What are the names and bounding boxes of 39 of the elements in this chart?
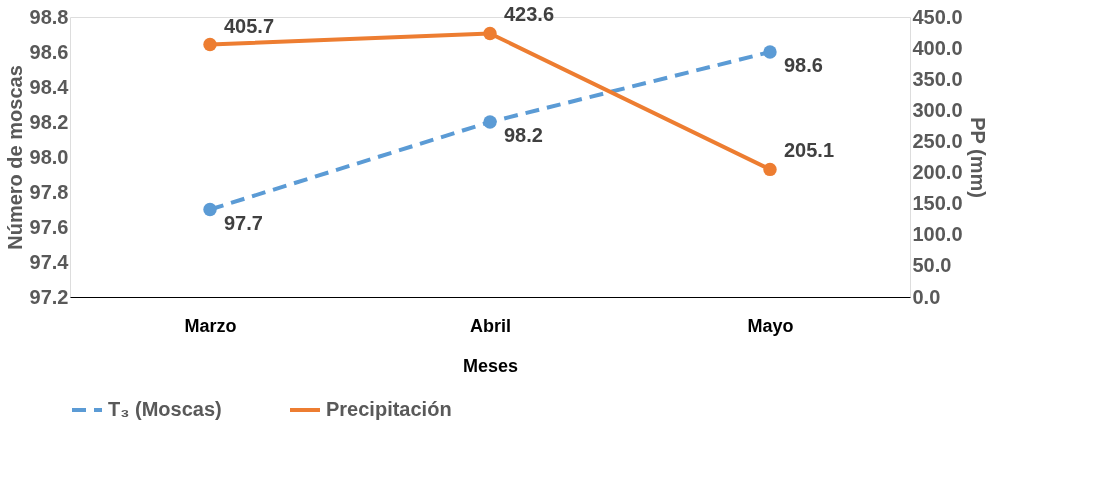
data-label: 205.1	[784, 139, 835, 162]
y-tick-label: 98.6	[29, 40, 69, 63]
point	[483, 115, 497, 129]
data-label: 405.7	[224, 14, 275, 37]
y2-axis-title: PP (mm)	[966, 117, 989, 198]
y2-tick-label: 100.0	[912, 223, 963, 246]
x-tick-label: Mayo	[747, 315, 794, 336]
y-tick-label: 97.4	[29, 250, 70, 273]
y-tick-label: 98.0	[29, 145, 69, 168]
y2-tick-label: 450.0	[912, 5, 963, 28]
point	[483, 26, 497, 41]
y-tick-label: 98.2	[29, 110, 69, 133]
point	[203, 37, 217, 52]
data-label: 97.7	[224, 211, 263, 234]
data-label: 98.2	[504, 124, 543, 146]
y-tick-label: 97.6	[29, 215, 69, 238]
x-tick-label: Abril	[469, 315, 512, 336]
y-tick-label: 98.4	[29, 75, 70, 98]
y2-tick-label: 150.0	[912, 192, 963, 215]
y2-tick-label: 300.0	[912, 98, 963, 121]
y-tick-label: 97.2	[29, 285, 69, 308]
y-tick-label: 98.8	[29, 5, 69, 28]
point	[763, 162, 777, 177]
y-axis-title: Número de moscas	[3, 65, 26, 250]
y2-tick-label: 250.0	[912, 129, 963, 152]
point	[763, 45, 777, 59]
legend-label: T₃ (Moscas)	[108, 398, 222, 420]
y-tick-label: 97.8	[29, 180, 69, 203]
data-label: 98.6	[784, 54, 823, 76]
y2-tick-label: 350.0	[912, 67, 963, 90]
y2-tick-label: 400.0	[912, 36, 963, 59]
y2-tick-label: 50.0	[912, 254, 952, 277]
point	[203, 202, 217, 217]
x-axis-title: Meses	[462, 355, 519, 376]
legend-label: Precipitación	[326, 398, 452, 420]
data-label: 423.6	[504, 3, 555, 26]
x-tick-label: Marzo	[184, 315, 237, 336]
y2-tick-label: 200.0	[912, 161, 963, 184]
y2-tick-label: 0.0	[912, 285, 941, 308]
